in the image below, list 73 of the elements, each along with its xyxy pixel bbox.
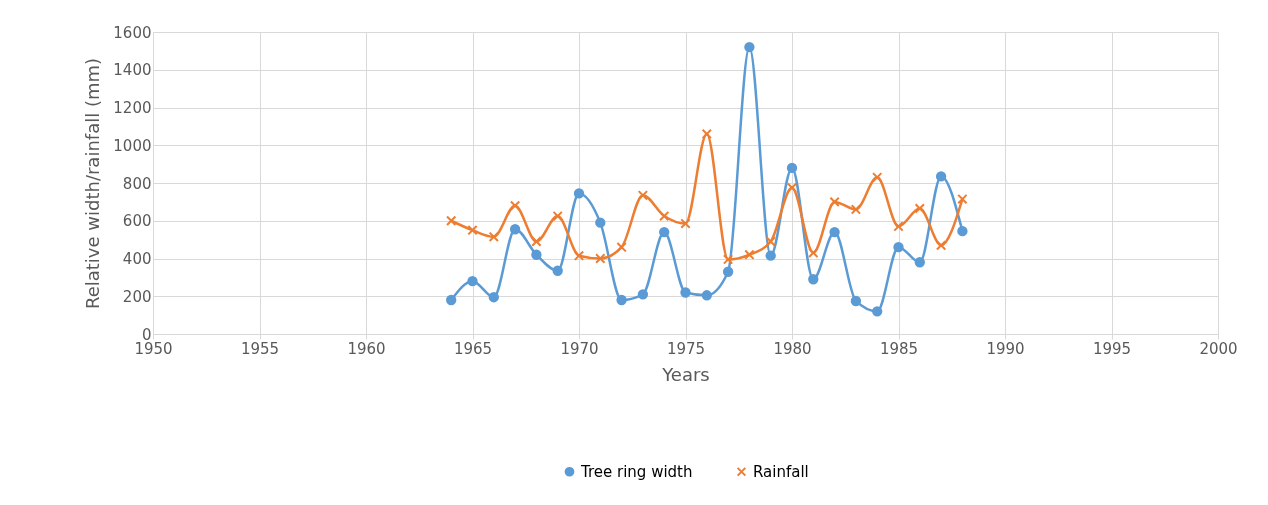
x-tick-label: 1980	[773, 339, 812, 358]
point	[722, 254, 734, 265]
point	[914, 203, 925, 214]
point	[701, 128, 712, 140]
point	[850, 295, 862, 307]
x-tick-label: 1960	[347, 339, 386, 358]
point	[552, 265, 563, 276]
point	[616, 294, 627, 306]
point	[573, 250, 585, 261]
point	[680, 287, 691, 298]
point	[446, 215, 457, 226]
point	[872, 306, 883, 317]
point	[786, 182, 798, 193]
point	[935, 240, 947, 251]
x-tick-label: 1990	[986, 339, 1025, 358]
point	[531, 249, 542, 260]
point	[509, 200, 521, 211]
x-axis-title: Years	[661, 363, 710, 385]
point	[722, 266, 734, 277]
point	[872, 172, 883, 183]
point	[467, 275, 478, 287]
point	[509, 224, 521, 235]
point	[595, 253, 606, 264]
y-tick-label: 1200	[113, 99, 152, 117]
point	[531, 236, 542, 247]
x-tick-label: 1985	[879, 339, 919, 358]
point	[744, 41, 755, 53]
point	[957, 225, 968, 237]
point	[595, 217, 606, 228]
point	[957, 193, 968, 205]
point	[552, 210, 563, 222]
y-tick-label: 200	[122, 287, 152, 306]
point	[935, 171, 947, 182]
y-tick-label: 1600	[113, 23, 152, 42]
point	[637, 289, 649, 300]
point	[786, 162, 798, 174]
y-tick-label: 1000	[113, 136, 152, 155]
y-tick-label: 400	[122, 250, 152, 268]
point	[829, 226, 840, 238]
point	[701, 290, 712, 301]
point	[893, 242, 904, 253]
point	[765, 236, 776, 247]
point	[829, 196, 840, 208]
x-tick-label: 2000	[1199, 339, 1238, 358]
x-tick-label: 1955	[240, 339, 280, 358]
point	[488, 292, 499, 303]
point	[744, 249, 755, 260]
y-tick-label: 1400	[113, 61, 152, 80]
legend-label: Rainfall	[753, 462, 809, 481]
x-tick-label: 1995	[1092, 339, 1132, 358]
point	[659, 226, 670, 238]
point	[914, 257, 925, 268]
y-tick-label: 800	[122, 174, 152, 193]
point	[573, 188, 585, 199]
point	[616, 241, 627, 253]
point	[808, 247, 819, 259]
y-tick-label: 600	[122, 212, 152, 231]
point	[893, 221, 904, 232]
point	[659, 210, 670, 222]
x-tick-label: 1965	[453, 339, 493, 358]
point	[808, 274, 819, 285]
point	[467, 225, 478, 236]
point	[765, 250, 776, 261]
legend-label: Tree ring width	[580, 462, 693, 481]
point	[680, 218, 691, 229]
x-tick-label: 1975	[666, 339, 706, 358]
y-axis-title: Relative width/rainfall (mm)	[82, 57, 104, 310]
point	[446, 294, 457, 306]
point	[637, 190, 649, 201]
x-tick-label: 1970	[560, 339, 599, 358]
x-tick-label: 1950	[134, 339, 173, 358]
point	[850, 204, 862, 215]
point	[488, 231, 499, 242]
